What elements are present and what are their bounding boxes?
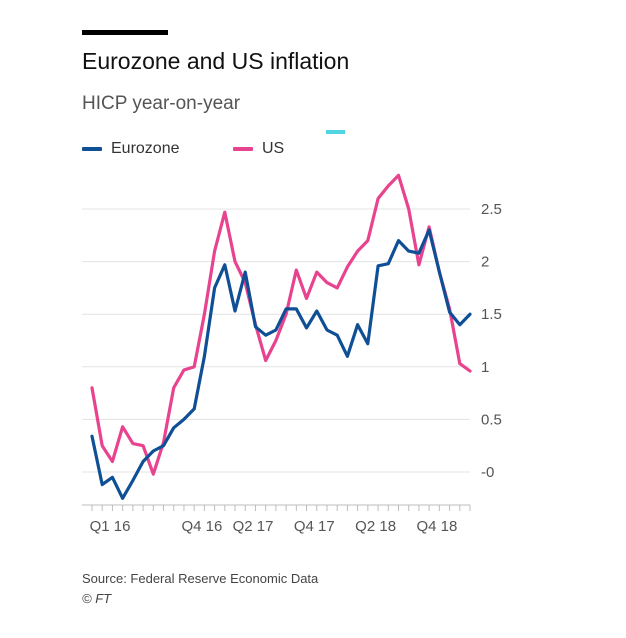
y-tick-label: 2.5 [481,201,502,218]
series-line-eurozone [90,228,472,500]
source-note: Source: Federal Reserve Economic Data [82,571,319,586]
x-tick-label: Q4 16 [182,518,223,535]
legend-swatch-extra [326,130,345,134]
x-tick-label: Q2 17 [233,518,274,535]
y-tick-label: 1 [481,359,489,376]
legend-swatch-us [233,147,253,151]
y-tick-label: 2 [481,254,489,271]
x-tick-label: Q1 16 [90,518,131,535]
legend: Eurozone US [82,130,382,162]
y-tick-label: 1.5 [481,306,502,323]
legend-item-eurozone: Eurozone [82,136,180,162]
y-tick-label: -0 [481,464,494,481]
chart-title: Eurozone and US inflation [82,48,350,74]
credit-note: © FT [82,591,112,606]
legend-item-us: US [233,136,284,162]
legend-label-us: US [262,140,285,157]
y-tick-label: 0.5 [481,411,502,428]
legend-label-eurozone: Eurozone [111,140,180,157]
title-accent-bar [82,30,168,35]
x-tick-label: Q4 18 [416,518,457,535]
x-tick-label: Q2 18 [355,518,396,535]
legend-swatch-eurozone [82,147,102,151]
x-tick-label: Q4 17 [294,518,335,535]
series-line-us [90,173,472,476]
chart-subtitle: HICP year-on-year [82,93,241,114]
line-chart: 2.5 2 1.5 1 0.5 -0 Q1 16 Q4 16 Q2 17 Q4 17 Q2 18 Q4… [82,173,502,535]
